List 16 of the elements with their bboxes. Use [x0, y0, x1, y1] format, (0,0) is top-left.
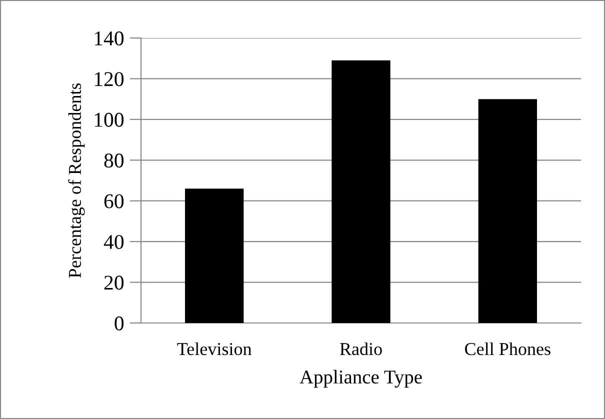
y-tick-label: 40 — [104, 234, 124, 250]
y-tick-label: 140 — [94, 31, 124, 46]
y-axis-title: Percentage of Respondents — [68, 83, 85, 278]
bar — [185, 188, 244, 323]
x-tick-label: Cell Phones — [465, 342, 550, 356]
y-tick-label: 60 — [104, 194, 124, 208]
y-tick-label: 80 — [104, 154, 124, 168]
y-tick-label: 0 — [114, 316, 124, 330]
x-tick-label: Radio — [340, 342, 382, 356]
bar — [478, 99, 537, 323]
x-tick-label: Television — [177, 342, 252, 356]
y-tick-label: 100 — [94, 112, 124, 127]
x-axis-title: Appliance Type — [300, 370, 422, 388]
bar — [332, 60, 390, 323]
y-tick-label: 120 — [94, 72, 124, 86]
y-tick-label: 20 — [104, 276, 124, 290]
